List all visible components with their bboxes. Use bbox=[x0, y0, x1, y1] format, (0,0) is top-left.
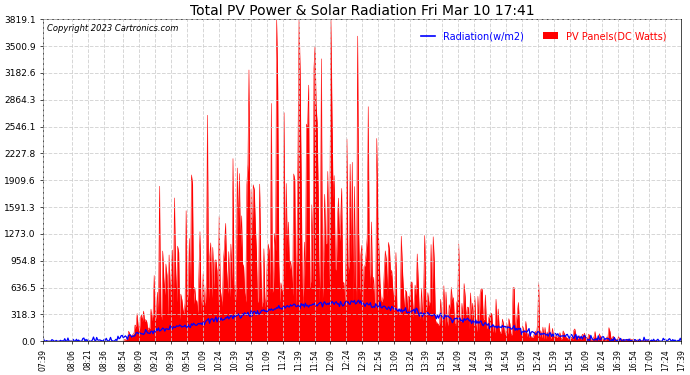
Legend: Radiation(w/m2), PV Panels(DC Watts): Radiation(w/m2), PV Panels(DC Watts) bbox=[417, 27, 670, 45]
Text: Copyright 2023 Cartronics.com: Copyright 2023 Cartronics.com bbox=[47, 24, 178, 33]
Title: Total PV Power & Solar Radiation Fri Mar 10 17:41: Total PV Power & Solar Radiation Fri Mar… bbox=[190, 4, 535, 18]
